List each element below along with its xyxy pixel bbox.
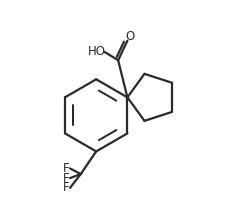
Text: F: F — [63, 162, 70, 175]
Text: HO: HO — [88, 45, 105, 58]
Text: F: F — [63, 181, 70, 194]
Text: O: O — [125, 30, 134, 43]
Text: F: F — [63, 172, 70, 185]
